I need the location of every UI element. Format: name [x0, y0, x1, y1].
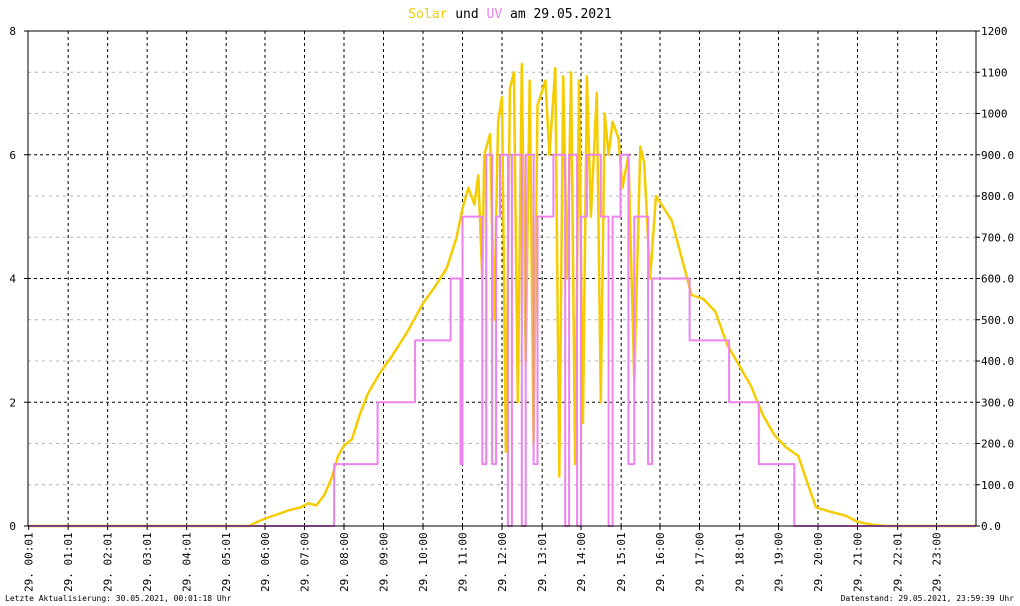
- x-tick-label: 29. 11:00: [457, 532, 470, 592]
- x-tick-label: 29. 02:01: [102, 532, 115, 592]
- x-tick-label: 29. 15:01: [615, 532, 628, 592]
- x-tick-label: 29. 04:01: [181, 532, 194, 592]
- x-tick-label: 29. 08:00: [338, 532, 351, 592]
- x-tick-label: 29. 13:01: [536, 532, 549, 592]
- x-tick-label: 29. 21:00: [852, 532, 865, 592]
- left-tick-label: 6: [9, 149, 16, 162]
- left-tick-label: 8: [9, 25, 16, 38]
- x-tick-label: 29. 05:01: [220, 532, 233, 592]
- chart-axes: [24, 30, 980, 530]
- x-tick-label: 29. 19:00: [773, 532, 786, 592]
- x-tick-label: 29. 22:01: [892, 532, 905, 592]
- uv-series-line: [28, 153, 976, 527]
- left-tick-label: 2: [9, 396, 16, 409]
- x-tick-label: 29. 01:01: [62, 532, 75, 592]
- footer-last-update: Letzte Aktualisierung: 30.05.2021, 00:01…: [5, 594, 232, 603]
- chart-series: [28, 62, 976, 528]
- x-tick-label: 29. 10:00: [417, 532, 430, 592]
- x-tick-label: 29. 17:00: [694, 532, 707, 592]
- right-tick-label: 1100: [981, 66, 1008, 79]
- x-tick-label: 29. 06:00: [259, 532, 272, 592]
- right-tick-label: 1000: [981, 108, 1008, 121]
- title-date: am 29.05.2021: [502, 7, 612, 22]
- right-tick-label: 800.0: [981, 190, 1014, 203]
- x-tick-label: 29. 09:00: [378, 532, 391, 592]
- x-tick-label: 29. 00:01: [23, 532, 36, 592]
- title-solar: Solar: [408, 7, 447, 22]
- right-tick-label: 900.0: [981, 149, 1014, 162]
- x-tick-label: 29. 23:00: [931, 532, 944, 592]
- x-tick-label: 29. 18:01: [734, 532, 747, 592]
- right-tick-label: 400.0: [981, 355, 1014, 368]
- left-tick-label: 0: [9, 520, 16, 533]
- left-tick-label: 4: [9, 273, 16, 286]
- right-tick-label: 600.0: [981, 273, 1014, 286]
- footer-data-status: Datenstand: 29.05.2021, 23:59:39 Uhr: [841, 594, 1015, 603]
- right-tick-label: 0.0: [981, 520, 1001, 533]
- chart-title: Solar und UV am 29.05.2021: [408, 7, 612, 22]
- x-tick-label: 29. 16:00: [654, 532, 667, 592]
- right-tick-label: 700.0: [981, 231, 1014, 244]
- solar-series-line: [28, 62, 976, 528]
- x-tick-label: 29. 12:00: [496, 532, 509, 592]
- right-tick-label: 500.0: [981, 314, 1014, 327]
- right-tick-label: 200.0: [981, 438, 1014, 451]
- x-tick-label: 29. 20:00: [812, 532, 825, 592]
- x-tick-label: 29. 14:00: [575, 532, 588, 592]
- x-tick-label: 29. 03:01: [141, 532, 154, 592]
- x-tick-label: 29. 07:00: [299, 532, 312, 592]
- right-tick-label: 300.0: [981, 396, 1014, 409]
- title-uv: UV: [487, 7, 503, 22]
- chart-tick-labels: 0.0100.0200.0300.0400.0500.0600.0700.080…: [9, 25, 1014, 592]
- right-tick-label: 100.0: [981, 479, 1014, 492]
- right-tick-label: 1200: [981, 25, 1008, 38]
- title-und: und: [447, 7, 486, 22]
